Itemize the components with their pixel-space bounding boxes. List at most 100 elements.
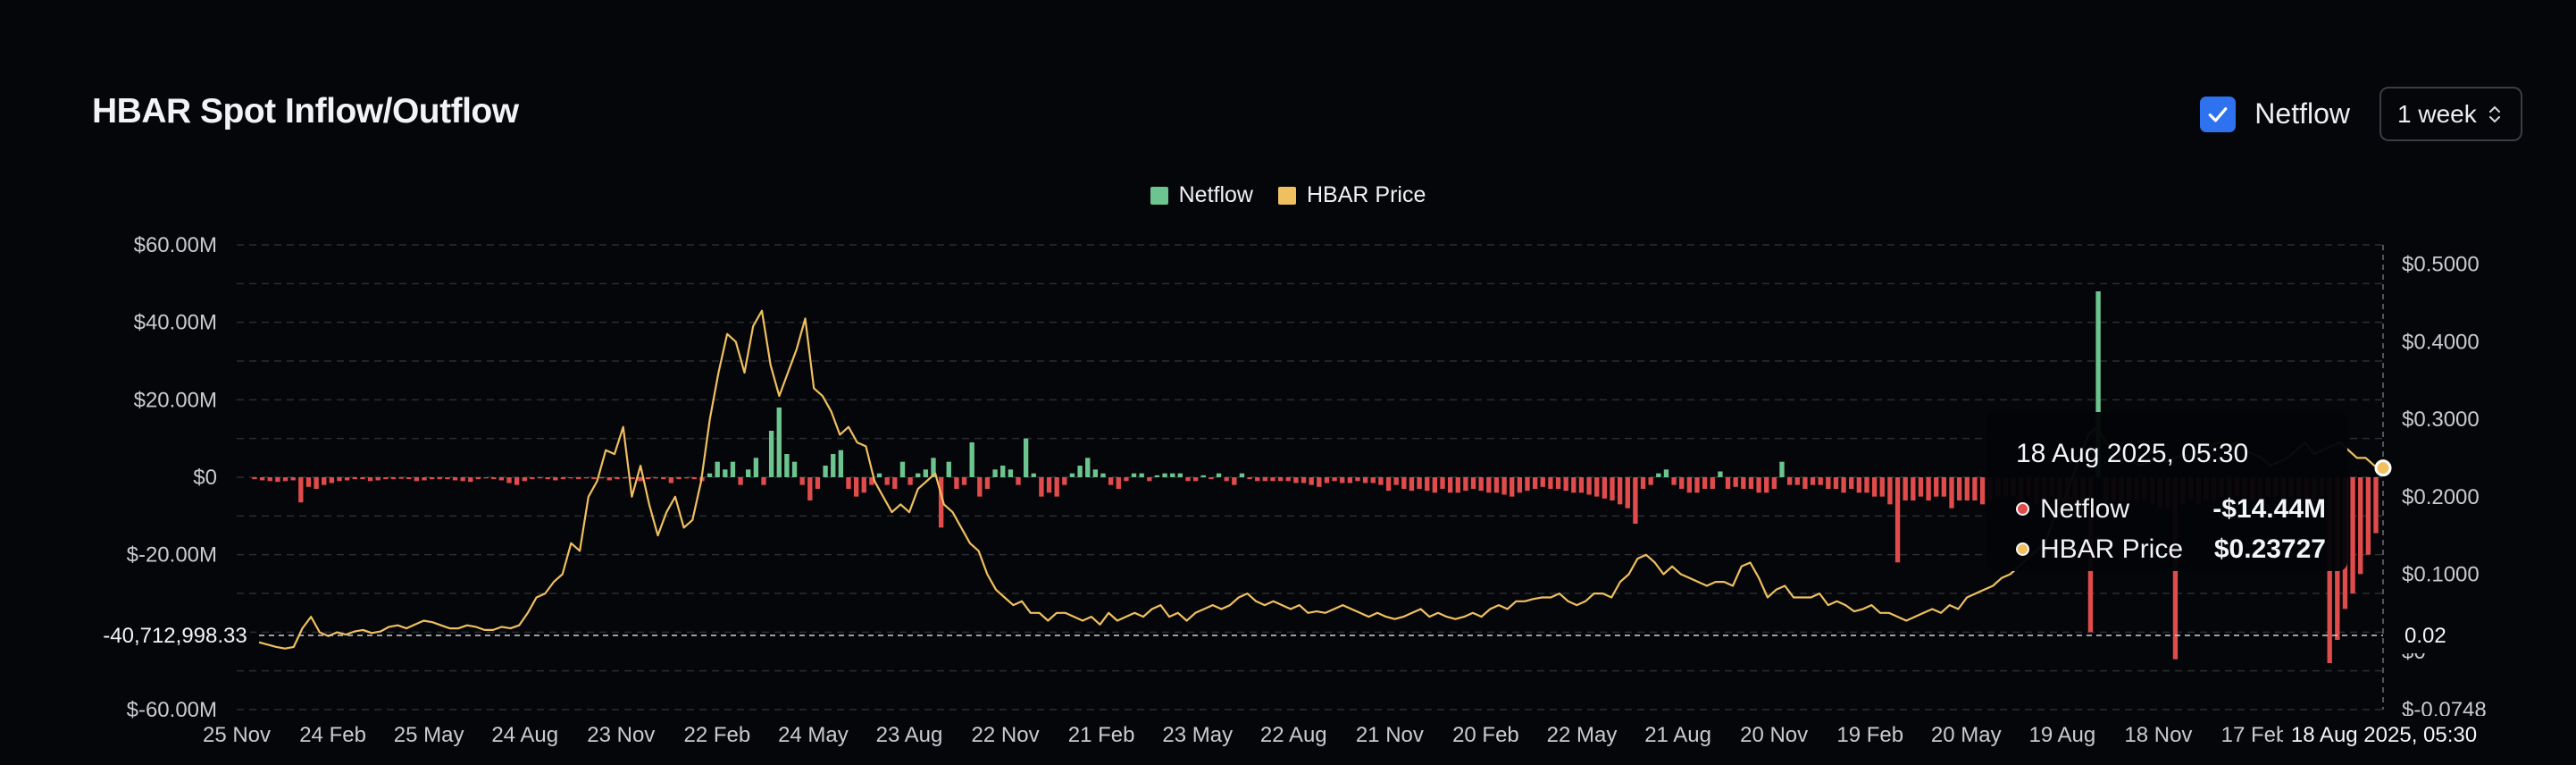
netflow-bar (1841, 477, 1846, 493)
legend-item-price[interactable]: HBAR Price (1278, 182, 1426, 208)
netflow-bar (876, 473, 882, 477)
netflow-bar (606, 477, 612, 481)
netflow-bar (1031, 473, 1036, 477)
netflow-bar (1000, 466, 1006, 477)
netflow-bar (1949, 477, 1954, 509)
netflow-bar (252, 477, 257, 480)
netflow-bar (1440, 477, 1445, 489)
netflow-toggle-label[interactable]: Netflow (2254, 97, 2350, 130)
tooltip-value: $0.23727 (2213, 534, 2326, 564)
netflow-bar (1116, 477, 1121, 489)
netflow-bar (1602, 477, 1608, 499)
netflow-bar (1633, 477, 1638, 524)
netflow-bar (1401, 477, 1407, 489)
netflow-bar (383, 477, 389, 480)
netflow-bar (938, 477, 944, 528)
netflow-bar (460, 477, 465, 482)
netflow-bar (1378, 477, 1384, 485)
netflow-bar (1686, 477, 1693, 493)
netflow-bar (1347, 477, 1353, 483)
netflow-bar (1317, 477, 1322, 487)
x-tick-label: 22 Nov (972, 723, 1040, 747)
netflow-bar (1039, 477, 1044, 497)
netflow-bar (1594, 477, 1600, 497)
netflow-bar (1154, 475, 1160, 477)
netflow-bar (1964, 477, 1970, 500)
y-right-tick-label: $0.4000 (2402, 330, 2480, 354)
netflow-bar (622, 477, 628, 479)
netflow-bar (1679, 477, 1685, 489)
netflow-bar (1610, 477, 1615, 500)
netflow-bar (1255, 477, 1260, 482)
netflow-bar (522, 477, 527, 482)
netflow-bar (1879, 477, 1885, 497)
netflow-bar (1486, 477, 1492, 493)
netflow-bar (661, 477, 666, 480)
netflow-bar (1656, 473, 1661, 477)
netflow-bar (1417, 477, 1422, 489)
netflow-bar (275, 477, 280, 483)
netflow-checkbox[interactable] (2200, 96, 2237, 132)
netflow-bar (884, 477, 890, 485)
netflow-bar (1046, 477, 1052, 493)
netflow-bar (723, 469, 728, 477)
netflow-bar (1794, 477, 1800, 485)
crosshair-right-label-bg (2390, 618, 2453, 653)
netflow-bar (1941, 477, 1947, 497)
tooltip-label: Netflow (2040, 493, 2130, 524)
netflow-bar (1270, 477, 1275, 482)
netflow-bar (784, 454, 790, 477)
legend-label-price: HBAR Price (1307, 182, 1426, 207)
netflow-bar (2358, 477, 2363, 575)
netflow-bar (537, 477, 543, 479)
netflow-bar (1926, 477, 1931, 500)
crosshair: -40,712,998.33 0.02 18 Aug 2025, 05:30 (100, 459, 2485, 753)
x-tick-label: 21 Feb (1068, 723, 1135, 747)
y-left-tick-label: $-20.00M (127, 543, 217, 567)
netflow-bar (1362, 477, 1368, 483)
netflow-bar (498, 477, 505, 481)
netflow-bar (352, 477, 357, 480)
netflow-bar (1510, 477, 1515, 497)
netflow-bar (1177, 473, 1183, 477)
netflow-bar (815, 477, 821, 489)
netflow-bar (1578, 477, 1585, 493)
netflow-bar (322, 477, 327, 485)
netflow-bar (1247, 477, 1252, 480)
netflow-bar (1718, 471, 1723, 477)
netflow-bar (530, 477, 535, 480)
netflow-bar (1293, 477, 1299, 483)
netflow-bar (298, 477, 304, 503)
netflow-bar (576, 477, 581, 480)
netflow-bar (1393, 477, 1399, 485)
netflow-bar (290, 477, 296, 481)
crosshair-left-label-bg (100, 618, 250, 653)
netflow-bar (1340, 477, 1345, 483)
netflow-bar (1856, 477, 1862, 493)
netflow-bar (475, 477, 481, 480)
x-tick-label: 20 May (1931, 723, 2002, 747)
netflow-bar (1085, 458, 1091, 477)
x-tick-label: 24 Aug (491, 723, 558, 747)
netflow-bar (1741, 477, 1746, 489)
netflow-bar (1694, 477, 1700, 493)
netflow-bar (314, 477, 319, 489)
netflow-bar (1332, 477, 1337, 482)
netflow-bar (984, 477, 991, 489)
netflow-bar (1324, 477, 1330, 483)
netflow-bar (414, 477, 420, 482)
netflow-bar (853, 477, 859, 497)
legend-item-netflow[interactable]: Netflow (1150, 182, 1253, 208)
netflow-bar (360, 477, 365, 480)
netflow-bar (1663, 469, 1669, 477)
x-tick-label: 21 Nov (1356, 723, 1424, 747)
netflow-bar (799, 477, 805, 485)
y-right-tick-label: $0.2000 (2402, 485, 2480, 509)
netflow-bar (1810, 477, 1816, 485)
netflow-bar (645, 477, 651, 480)
netflow-bar (1385, 477, 1392, 492)
netflow-bar (969, 442, 974, 477)
period-select[interactable]: 1 week (2379, 87, 2522, 141)
x-tick-label: 23 Aug (876, 723, 943, 747)
